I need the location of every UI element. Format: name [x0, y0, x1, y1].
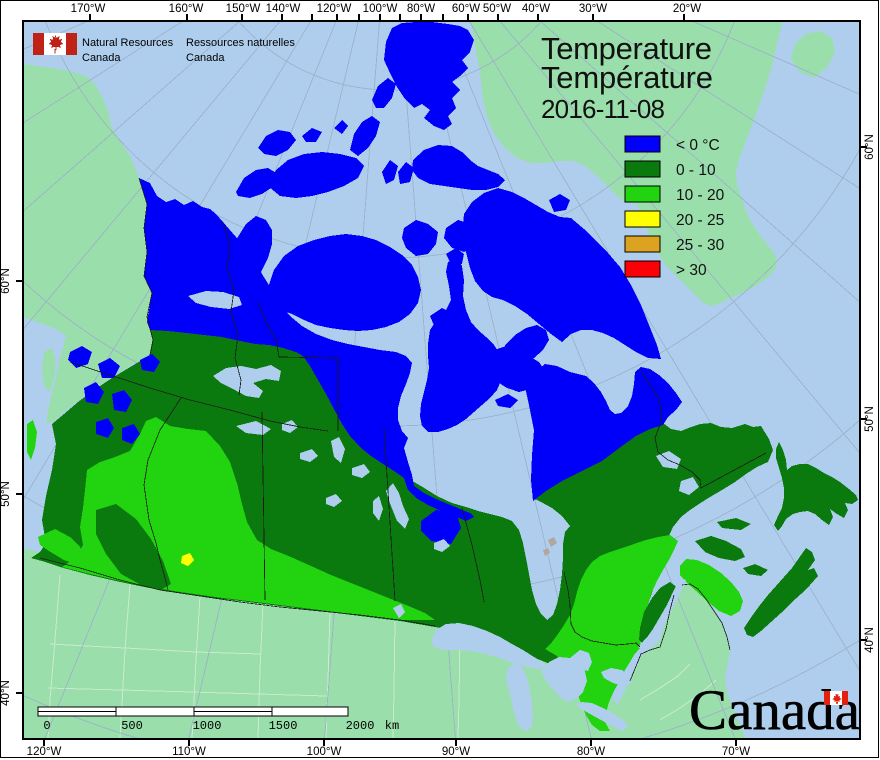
svg-text:1000: 1000 — [193, 719, 222, 733]
svg-text:70°W: 70°W — [722, 746, 750, 758]
svg-text:Ressources naturelles: Ressources naturelles — [186, 37, 295, 49]
svg-text:0: 0 — [43, 719, 50, 733]
svg-text:Temperature: Temperature — [541, 31, 712, 66]
svg-text:40°W: 40°W — [522, 3, 550, 15]
svg-text:80°W: 80°W — [407, 3, 435, 15]
svg-text:90°W: 90°W — [442, 746, 470, 758]
svg-text:20°W: 20°W — [673, 3, 701, 15]
svg-text:2016-11-08: 2016-11-08 — [541, 94, 665, 124]
svg-text:500: 500 — [121, 719, 143, 733]
svg-text:50°N: 50°N — [864, 406, 876, 432]
svg-text:Canada: Canada — [689, 679, 860, 742]
svg-text:160°W: 160°W — [169, 3, 204, 15]
svg-text:Canada: Canada — [82, 52, 121, 64]
svg-text:Température: Température — [541, 60, 713, 95]
svg-text:170°W: 170°W — [71, 3, 106, 15]
svg-text:20 - 25: 20 - 25 — [676, 212, 724, 229]
svg-text:100°W: 100°W — [307, 746, 342, 758]
svg-text:Natural Resources: Natural Resources — [82, 37, 174, 49]
svg-text:140°W: 140°W — [266, 3, 301, 15]
svg-text:60°W: 60°W — [452, 3, 480, 15]
svg-text:80°W: 80°W — [577, 746, 605, 758]
svg-text:> 30: > 30 — [676, 262, 707, 279]
svg-text:110°W: 110°W — [172, 746, 206, 758]
svg-text:50°W: 50°W — [483, 3, 511, 15]
svg-text:25 - 30: 25 - 30 — [676, 237, 725, 254]
svg-text:10 - 20: 10 - 20 — [676, 187, 725, 204]
svg-text:2000: 2000 — [346, 719, 375, 733]
svg-text:120°W: 120°W — [27, 746, 62, 758]
svg-text:120°W: 120°W — [317, 3, 352, 15]
svg-text:< 0 °C: < 0 °C — [676, 137, 720, 154]
svg-text:0 - 10: 0 - 10 — [676, 162, 716, 179]
svg-text:30°W: 30°W — [579, 3, 607, 15]
svg-text:40°N: 40°N — [0, 680, 12, 706]
svg-text:50°N: 50°N — [0, 481, 12, 507]
svg-text:40°N: 40°N — [864, 627, 876, 653]
svg-text:100°W: 100°W — [363, 3, 398, 15]
svg-text:150°W: 150°W — [226, 3, 261, 15]
svg-text:60°N: 60°N — [0, 268, 12, 294]
svg-text:1500: 1500 — [269, 719, 298, 733]
svg-text:60°N: 60°N — [864, 134, 876, 160]
svg-text:Canada: Canada — [186, 52, 225, 64]
svg-text:km: km — [385, 719, 399, 733]
